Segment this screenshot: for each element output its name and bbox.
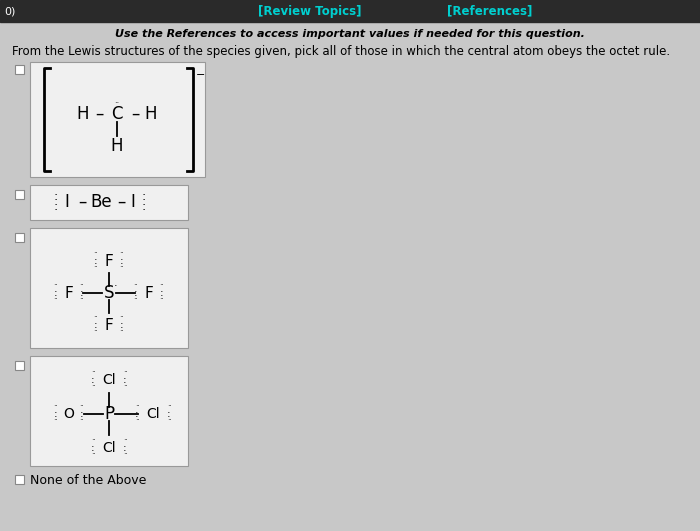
Text: ··: ·· <box>167 416 172 425</box>
Text: P: P <box>104 405 114 423</box>
Text: –: – <box>117 193 125 211</box>
Text: None of the Above: None of the Above <box>30 474 146 486</box>
Text: ··: ·· <box>94 263 99 272</box>
Text: H: H <box>145 105 158 123</box>
Text: Cl: Cl <box>102 441 116 455</box>
Bar <box>15 361 24 370</box>
Text: ··: ·· <box>167 402 172 412</box>
Text: F: F <box>104 253 113 269</box>
Text: ··: ·· <box>54 416 58 425</box>
Text: C: C <box>111 105 122 123</box>
Text: ··: ·· <box>134 402 139 412</box>
Text: :: : <box>142 191 146 203</box>
Text: :: : <box>54 201 58 213</box>
Text: :: : <box>54 191 58 203</box>
Text: :: : <box>123 375 127 385</box>
Bar <box>15 233 24 242</box>
Text: H: H <box>77 105 90 123</box>
Text: H: H <box>111 137 123 155</box>
Text: ··: ·· <box>90 436 95 446</box>
Bar <box>30 228 188 348</box>
Text: :: : <box>54 288 58 298</box>
Text: ··: ·· <box>90 450 95 459</box>
Text: :: : <box>80 288 84 298</box>
Text: ··: ·· <box>94 313 99 322</box>
Text: ··: ·· <box>114 99 120 108</box>
Bar <box>15 190 24 199</box>
Text: ··: ·· <box>90 382 95 391</box>
Text: ··: ·· <box>122 436 127 446</box>
Text: ··: ·· <box>80 295 85 304</box>
Text: ··: ·· <box>54 402 58 412</box>
Text: Be: Be <box>90 193 112 211</box>
Text: ··: ·· <box>122 450 127 459</box>
Text: ··: ·· <box>120 313 125 322</box>
Text: F: F <box>64 286 74 301</box>
Text: [Review Topics]: [Review Topics] <box>258 4 362 18</box>
Text: ··: ·· <box>94 328 99 337</box>
Text: −: − <box>196 70 205 80</box>
Text: F: F <box>145 286 153 301</box>
Bar <box>15 475 24 484</box>
Text: ··: ·· <box>54 281 58 290</box>
Text: ··: ·· <box>134 295 139 304</box>
Text: ··: ·· <box>80 402 85 412</box>
Text: O: O <box>64 407 74 421</box>
Bar <box>30 356 188 466</box>
Text: –: – <box>131 105 139 123</box>
Text: ··: ·· <box>80 281 85 290</box>
Text: ··: ·· <box>94 250 99 259</box>
Text: :: : <box>91 443 94 453</box>
Bar <box>30 62 205 177</box>
Text: ··: ·· <box>122 369 127 378</box>
Text: From the Lewis structures of the species given, pick all of those in which the c: From the Lewis structures of the species… <box>12 46 670 58</box>
Text: ··: ·· <box>134 281 139 290</box>
Bar <box>30 185 188 220</box>
Text: ··: ·· <box>160 295 164 304</box>
Text: :: : <box>94 256 98 266</box>
Text: [References]: [References] <box>447 4 533 18</box>
Text: Cl: Cl <box>102 373 116 387</box>
Text: :: : <box>123 443 127 453</box>
Text: Use the References to access important values if needed for this question.: Use the References to access important v… <box>115 29 585 39</box>
Text: ··: ·· <box>120 263 125 272</box>
Text: :: : <box>80 409 84 419</box>
Text: :: : <box>94 320 98 330</box>
Text: :: : <box>120 320 124 330</box>
Text: :: : <box>135 409 139 419</box>
Text: 0): 0) <box>4 6 15 16</box>
Text: ·: · <box>114 281 118 291</box>
Text: ··: ·· <box>120 250 125 259</box>
Text: ··: ·· <box>122 382 127 391</box>
Text: ··: ·· <box>160 281 164 290</box>
Bar <box>0 0 700 22</box>
Text: ··: ·· <box>90 369 95 378</box>
Text: ··: ·· <box>80 416 85 425</box>
Text: I: I <box>131 193 135 211</box>
Text: :: : <box>142 201 146 213</box>
Text: ··: ·· <box>54 295 58 304</box>
Text: :: : <box>160 288 164 298</box>
Bar <box>15 65 24 74</box>
Text: ··: ·· <box>120 328 125 337</box>
Text: Cl: Cl <box>146 407 160 421</box>
Text: –: – <box>94 105 103 123</box>
Text: I: I <box>64 193 69 211</box>
Text: –: – <box>78 193 86 211</box>
Text: F: F <box>104 318 113 332</box>
Text: S: S <box>104 284 114 302</box>
Text: :: : <box>54 409 58 419</box>
Text: :: : <box>167 409 171 419</box>
Text: :: : <box>120 256 124 266</box>
Text: :: : <box>91 375 94 385</box>
Text: :: : <box>134 288 138 298</box>
Text: ··: ·· <box>134 416 139 425</box>
